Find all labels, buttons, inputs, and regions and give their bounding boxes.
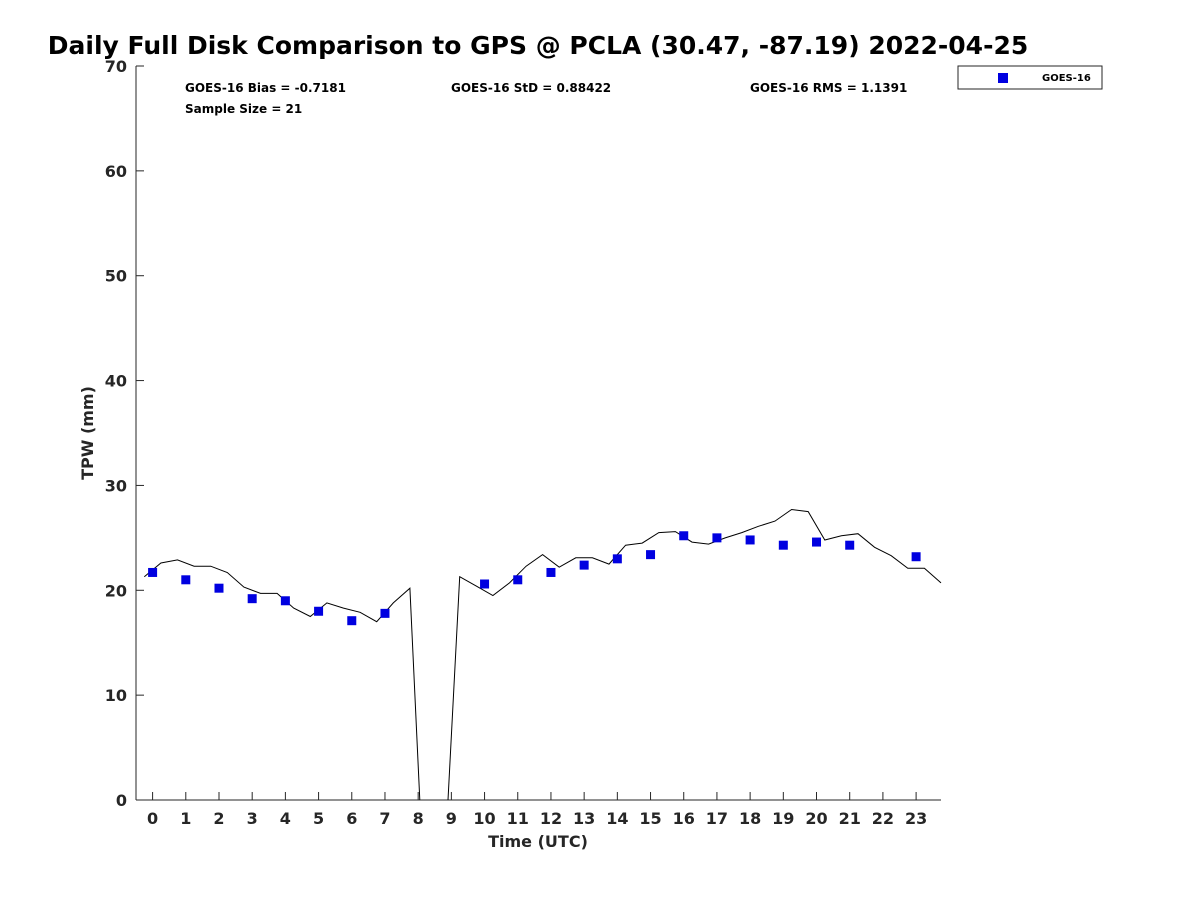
axes bbox=[135, 66, 941, 801]
y-tick-label: 40 bbox=[105, 372, 127, 391]
y-tick-label: 60 bbox=[105, 162, 127, 181]
goes16-point bbox=[513, 575, 523, 585]
goes16-point bbox=[911, 552, 921, 562]
x-tick-label: 6 bbox=[346, 809, 357, 828]
y-tick-label: 10 bbox=[105, 686, 127, 705]
y-tick-label: 20 bbox=[105, 581, 127, 600]
x-tick-label: 10 bbox=[473, 809, 495, 828]
x-tick-label: 20 bbox=[805, 809, 827, 828]
x-tick-label: 15 bbox=[639, 809, 661, 828]
goes16-scatter-series bbox=[148, 531, 921, 626]
x-ticks: 0 1 2 3 4 5 6 7 8 9 10 11 12 13 14 15 16 17 18 19 20 21 22 23 bbox=[147, 792, 927, 828]
legend: GOES-16 bbox=[957, 65, 1103, 90]
goes16-point bbox=[812, 537, 822, 547]
goes16-point bbox=[612, 554, 622, 564]
goes16-point bbox=[214, 583, 224, 593]
y-tick-label: 0 bbox=[116, 791, 127, 810]
x-tick-label: 5 bbox=[313, 809, 324, 828]
x-tick-label: 7 bbox=[379, 809, 390, 828]
x-tick-label: 9 bbox=[446, 809, 457, 828]
goes16-point bbox=[778, 540, 788, 550]
x-tick-label: 1 bbox=[180, 809, 191, 828]
goes16-point bbox=[579, 560, 589, 570]
goes16-point bbox=[745, 535, 755, 545]
legend-marker-goes16 bbox=[998, 73, 1008, 83]
stat-std: GOES-16 StD = 0.88422 bbox=[451, 81, 611, 95]
goes16-point bbox=[712, 533, 722, 543]
x-tick-label: 4 bbox=[280, 809, 291, 828]
y-tick-label: 30 bbox=[105, 476, 127, 495]
chart-title: Daily Full Disk Comparison to GPS @ PCLA… bbox=[48, 31, 1029, 60]
y-axis-label: TPW (mm) bbox=[78, 386, 97, 480]
x-tick-label: 2 bbox=[213, 809, 224, 828]
goes16-point bbox=[148, 567, 158, 577]
y-ticks: 0 10 20 30 40 50 60 70 bbox=[105, 57, 144, 810]
x-tick-label: 8 bbox=[413, 809, 424, 828]
x-tick-label: 18 bbox=[739, 809, 761, 828]
gps-line-segment bbox=[447, 508, 942, 801]
goes16-point bbox=[845, 540, 855, 550]
x-tick-label: 19 bbox=[772, 809, 794, 828]
legend-label-goes16: GOES-16 bbox=[1042, 73, 1091, 84]
x-tick-label: 23 bbox=[905, 809, 927, 828]
goes16-point bbox=[546, 567, 556, 577]
x-tick-label: 11 bbox=[507, 809, 529, 828]
x-tick-label: 12 bbox=[540, 809, 562, 828]
x-tick-label: 0 bbox=[147, 809, 158, 828]
stats-annotations: GOES-16 Bias = -0.7181 GOES-16 StD = 0.8… bbox=[185, 81, 907, 116]
x-tick-label: 13 bbox=[573, 809, 595, 828]
legend-box bbox=[957, 65, 1103, 90]
x-tick-label: 3 bbox=[247, 809, 258, 828]
x-tick-label: 16 bbox=[673, 809, 695, 828]
goes16-point bbox=[646, 550, 656, 560]
stat-sample-size: Sample Size = 21 bbox=[185, 102, 302, 116]
goes16-point bbox=[480, 579, 490, 589]
x-tick-label: 22 bbox=[872, 809, 894, 828]
goes16-point bbox=[280, 596, 290, 606]
x-tick-label: 17 bbox=[706, 809, 728, 828]
x-tick-label: 21 bbox=[839, 809, 861, 828]
y-tick-label: 70 bbox=[105, 57, 127, 76]
goes16-point bbox=[679, 531, 689, 541]
goes16-point bbox=[347, 616, 357, 626]
x-tick-label: 14 bbox=[606, 809, 628, 828]
stat-bias: GOES-16 Bias = -0.7181 bbox=[185, 81, 346, 95]
goes16-point bbox=[380, 608, 390, 618]
x-axis-label: Time (UTC) bbox=[488, 832, 588, 851]
y-tick-label: 50 bbox=[105, 267, 127, 286]
goes16-point bbox=[181, 575, 191, 585]
stat-rms: GOES-16 RMS = 1.1391 bbox=[750, 81, 907, 95]
goes16-point bbox=[247, 594, 257, 604]
goes16-point bbox=[314, 606, 324, 616]
